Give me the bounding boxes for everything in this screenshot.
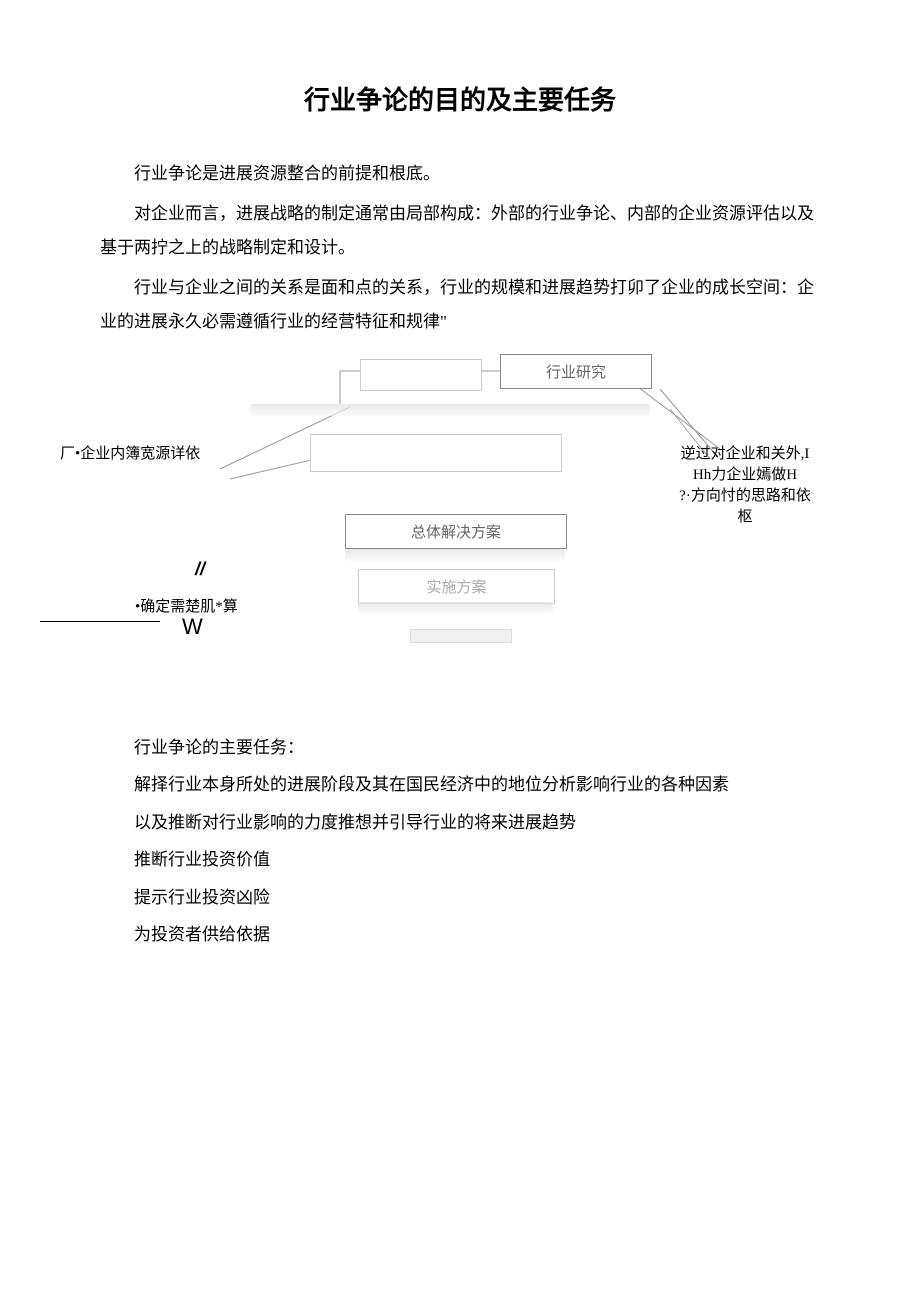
paragraph-2: 对企业而言，进展战略的制定通常由局部构成：外部的行业争论、内部的企业资源评估以及… — [100, 197, 820, 265]
left-annotation-2: •确定需楚肌*算 — [135, 597, 285, 618]
flowchart-diagram: 行业研究 厂•企业内簿宽源详依 逆过对企业和关外,I Hh力企业嫣做H ?·方向… — [100, 349, 820, 689]
box-implementation: 实施方案 — [358, 569, 555, 604]
box-solution: 总体解决方案 — [345, 514, 567, 549]
task-2: 以及推断对行业影响的力度推想并引导行业的将来进展趋势 — [100, 804, 820, 841]
shadow-bar-1 — [250, 404, 650, 416]
box-industry-research: 行业研究 — [500, 354, 652, 389]
task-5: 为投资者供给依据 — [100, 916, 820, 953]
underline-left — [40, 621, 160, 622]
page-title: 行业争论的目的及主要任务 — [100, 80, 820, 117]
left-annotation-w: W — [182, 614, 203, 640]
left-annotation-1: 厂•企业内簿宽源详依 — [60, 444, 210, 465]
shadow-bar-2 — [345, 549, 565, 561]
task-3: 推断行业投资价值 — [100, 841, 820, 878]
small-bottom-bar — [410, 629, 512, 643]
slashes-icon: // — [195, 559, 205, 580]
tasks-heading: 行业争论的主要任务： — [100, 729, 820, 766]
faded-box-top — [360, 359, 482, 391]
right-annotation: 逆过对企业和关外,I Hh力企业嫣做H ?·方向忖的思路和依 枢 — [660, 444, 830, 528]
paragraph-1: 行业争论是进展资源整合的前提和根底。 — [100, 157, 820, 191]
document-page: 行业争论的目的及主要任务 行业争论是进展资源整合的前提和根底。 对企业而言，进展… — [0, 0, 920, 1053]
paragraph-3: 行业与企业之间的关系是面和点的关系，行业的规模和进展趋势打卯了企业的成长空间：企… — [100, 271, 820, 339]
faded-box-mid — [310, 434, 562, 472]
task-1: 解择行业本身所处的进展阶段及其在国民经济中的地位分析影响行业的各种因素 — [100, 766, 820, 803]
shadow-bar-3 — [358, 602, 553, 614]
task-4: 提示行业投资凶险 — [100, 879, 820, 916]
